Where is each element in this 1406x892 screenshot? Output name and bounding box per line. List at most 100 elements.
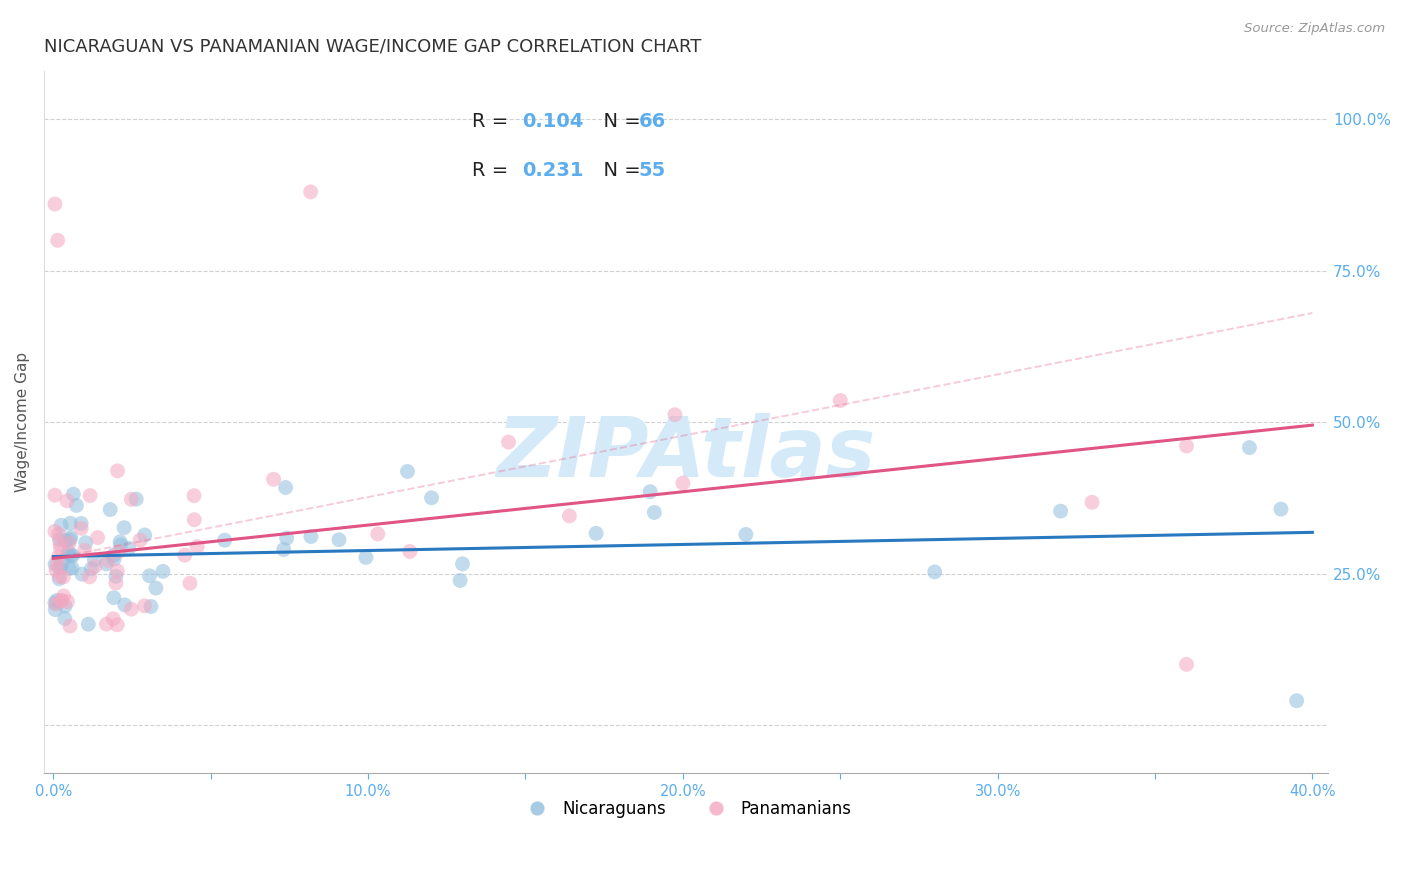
Point	[86, 531, 108, 545]
Point	[62, 487, 84, 501]
Point	[97, 553, 120, 567]
Point	[55, 533, 77, 548]
Text: 55: 55	[638, 161, 666, 180]
Point	[60, 561, 83, 575]
Text: 0.104: 0.104	[522, 112, 583, 131]
Point	[120, 602, 142, 616]
Point	[70, 567, 93, 582]
Point	[79, 489, 101, 503]
Point	[48, 533, 70, 547]
Point	[125, 492, 148, 507]
Text: 66: 66	[638, 112, 666, 131]
Point	[498, 435, 520, 450]
Point	[56, 548, 79, 562]
Point	[56, 595, 79, 609]
Point	[138, 569, 160, 583]
Point	[59, 619, 82, 633]
Point	[1285, 694, 1308, 708]
Text: NICARAGUAN VS PANAMANIAN WAGE/INCOME GAP CORRELATION CHART: NICARAGUAN VS PANAMANIAN WAGE/INCOME GAP…	[44, 37, 702, 55]
Point	[558, 508, 581, 523]
Point	[52, 589, 75, 603]
Text: Source: ZipAtlas.com: Source: ZipAtlas.com	[1244, 22, 1385, 36]
Point	[104, 576, 127, 591]
Point	[179, 576, 201, 591]
Point	[77, 617, 100, 632]
Point	[139, 599, 162, 614]
Point	[105, 564, 128, 578]
Point	[59, 516, 82, 531]
Point	[299, 529, 322, 543]
Point	[108, 534, 131, 549]
Point	[274, 481, 297, 495]
Point	[46, 233, 69, 247]
Point	[672, 476, 695, 491]
Point	[273, 542, 295, 557]
Point	[48, 569, 70, 583]
Point	[104, 569, 127, 583]
Point	[45, 593, 67, 607]
Point	[145, 581, 167, 595]
Point	[62, 549, 84, 563]
Point	[183, 513, 205, 527]
Point	[134, 528, 156, 542]
Point	[58, 536, 80, 550]
Point	[103, 548, 125, 562]
Point	[1239, 441, 1261, 455]
Point	[449, 574, 471, 588]
Point	[65, 499, 87, 513]
Point	[112, 521, 135, 535]
Point	[585, 526, 607, 541]
Point	[58, 561, 80, 575]
Point	[103, 612, 125, 626]
Point	[103, 552, 125, 566]
Point	[51, 593, 73, 607]
Point	[110, 538, 132, 552]
Point	[1049, 504, 1071, 518]
Point	[420, 491, 443, 505]
Point	[173, 548, 195, 562]
Point	[328, 533, 350, 547]
Point	[108, 544, 131, 558]
Point	[664, 408, 686, 422]
Point	[120, 492, 142, 507]
Point	[96, 617, 118, 632]
Point	[1175, 439, 1198, 453]
Text: R =: R =	[471, 112, 515, 131]
Point	[643, 506, 665, 520]
Text: ZIPAtlas: ZIPAtlas	[496, 413, 876, 494]
Point	[830, 393, 852, 408]
Point	[1081, 495, 1104, 509]
Point	[354, 550, 377, 565]
Point	[52, 570, 75, 584]
Point	[59, 533, 82, 547]
Point	[49, 561, 72, 575]
Point	[152, 565, 174, 579]
Point	[1175, 657, 1198, 672]
Point	[114, 598, 136, 612]
Point	[44, 524, 66, 539]
Point	[49, 537, 72, 551]
Point	[44, 197, 66, 211]
Point	[367, 527, 389, 541]
Point	[51, 557, 73, 571]
Point	[183, 489, 205, 503]
Point	[44, 558, 66, 572]
Point	[53, 599, 76, 613]
Point	[214, 533, 236, 548]
Point	[44, 488, 66, 502]
Point	[45, 563, 67, 577]
Point	[1270, 502, 1292, 516]
Point	[134, 599, 156, 613]
Point	[118, 541, 141, 556]
Point	[83, 553, 105, 567]
Point	[59, 549, 82, 563]
Point	[84, 559, 107, 574]
Point	[58, 545, 80, 559]
Point	[80, 562, 103, 576]
Point	[53, 611, 76, 625]
Point	[48, 527, 70, 541]
Point	[73, 543, 96, 558]
Point	[51, 518, 73, 533]
Point	[46, 550, 69, 565]
Text: N =: N =	[591, 112, 647, 131]
